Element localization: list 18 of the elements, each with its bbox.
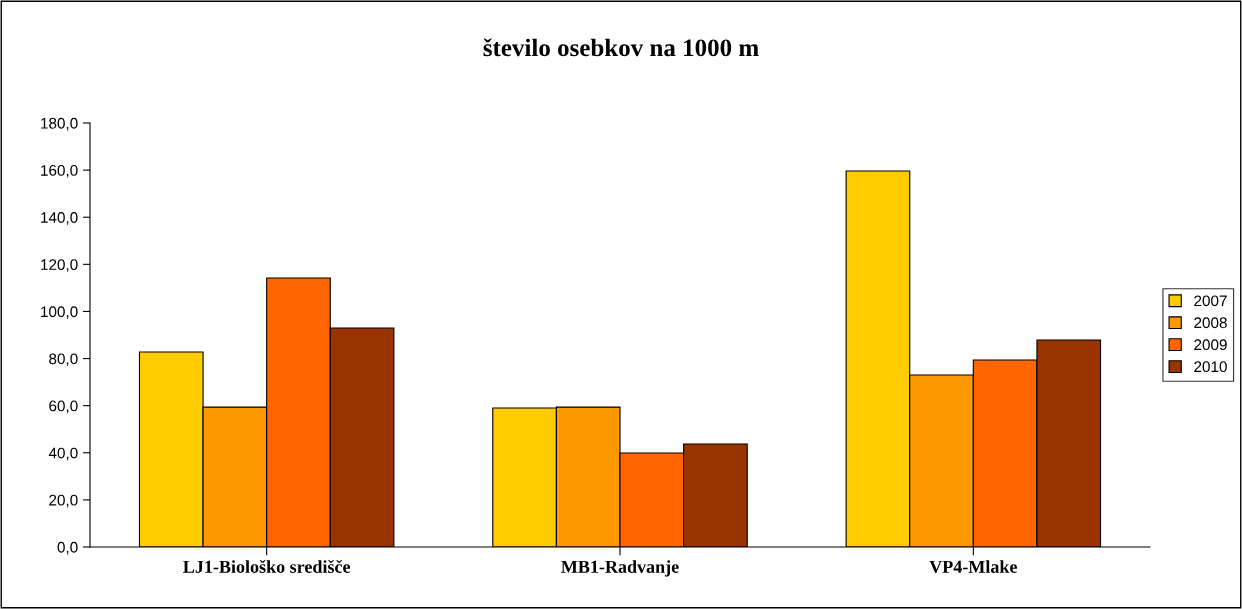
x-tick-label: LJ1-Biološko središče — [183, 559, 351, 573]
chart-title: število osebkov na 1000 m — [483, 38, 759, 57]
y-tick-label: 140,0 — [41, 212, 78, 225]
y-tick-label: 20,0 — [49, 494, 78, 508]
y-tick-label: 0,0 — [57, 541, 78, 555]
y-tick-label: 180,0 — [41, 117, 78, 131]
y-tick-label: 100,0 — [41, 306, 78, 319]
y-tick-label: 60,0 — [49, 400, 78, 414]
legend-label: 2007 — [1194, 295, 1227, 307]
y-tick-label: 40,0 — [48, 447, 78, 461]
legend-label: 2008 — [1194, 317, 1227, 329]
x-tick-label: VP4-Mlake — [929, 560, 1017, 573]
x-tick-label: MB1-Radvanje — [561, 560, 679, 577]
legend-label: 2009 — [1194, 339, 1227, 351]
y-tick-label: 160,0 — [41, 164, 78, 178]
y-tick-label: 80,0 — [49, 353, 78, 367]
y-tick-label: 120,0 — [41, 259, 78, 272]
legend-label: 2010 — [1194, 361, 1227, 373]
